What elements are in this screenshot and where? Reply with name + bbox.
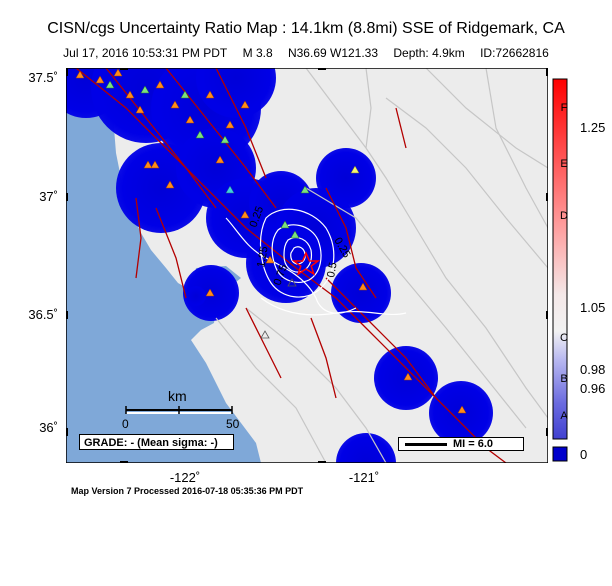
contour-label: 0.5	[325, 261, 339, 278]
lat-label-37: 37˚	[39, 189, 58, 204]
grade-letter-d: D	[560, 210, 568, 222]
grade-letter-a: A	[560, 410, 568, 422]
roads	[215, 68, 548, 463]
mi-bar	[405, 443, 447, 446]
event-depth: Depth: 4.9km	[393, 46, 465, 60]
event-id: ID:72662816	[480, 46, 549, 60]
contours	[225, 208, 407, 316]
lat-label-36-5: 36.5˚	[28, 307, 58, 322]
scale-start: 0	[122, 417, 129, 431]
lat-label-36: 36˚	[39, 420, 58, 435]
mi-label: MI = 6.0	[453, 438, 494, 450]
lat-label-37-5: 37.5˚	[28, 70, 58, 85]
epicenter-star	[291, 251, 321, 276]
event-location: N36.69 W121.33	[287, 46, 379, 60]
grade-letter-f: F	[560, 102, 568, 114]
map-title: CISN/cgs Uncertainty Ratio Map : 14.1km …	[47, 20, 565, 37]
grade-box: GRADE: - (Mean sigma: -)	[79, 434, 234, 450]
station-markers	[75, 68, 467, 414]
colorbar	[552, 78, 568, 462]
colorbar-value-0: 0	[580, 447, 588, 462]
uncertainty-map: 0.25 1.25 0.75 0.5 0.25	[66, 68, 548, 463]
grade-letter-c: C	[560, 332, 568, 344]
colorbar-value-0-98: 0.98	[580, 362, 606, 377]
scale-bar	[125, 406, 233, 414]
lon-label-121: -121˚	[348, 470, 380, 485]
grade-letter-b: B	[560, 373, 568, 385]
grade-letter-e: E	[560, 158, 568, 170]
map-version-footer: Map Version 7 Processed 2016-07-18 05:35…	[71, 486, 304, 496]
colorbar-value-0-96: 0.96	[580, 381, 606, 396]
scale-end: 50	[226, 417, 240, 431]
event-magnitude: M 3.8	[242, 46, 273, 60]
event-subtitle: Jul 17, 2016 10:53:31 PM PDT M 3.8 N36.6…	[0, 46, 612, 60]
lon-label-122: -122˚	[169, 470, 201, 485]
mi-legend: MI = 6.0	[398, 437, 524, 451]
colorbar-value-1-05: 1.05	[580, 300, 606, 315]
event-datetime: Jul 17, 2016 10:53:31 PM PDT	[63, 46, 228, 60]
scale-unit: km	[168, 388, 187, 404]
colorbar-value-1-25: 1.25	[580, 120, 606, 135]
